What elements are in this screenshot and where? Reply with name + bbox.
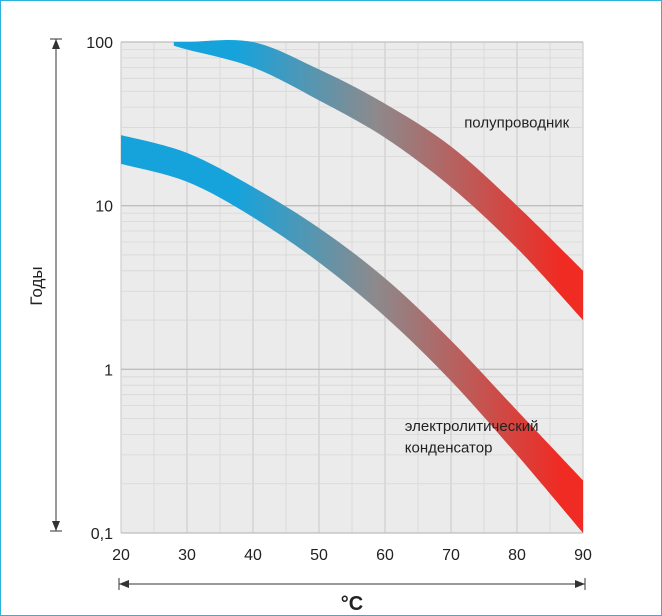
y-tick-label: 100 — [86, 35, 113, 52]
x-tick-label: 90 — [574, 547, 592, 564]
y-axis-arrow-head-bottom — [52, 521, 60, 531]
y-tick-labels: 0,1 1 10 100 — [86, 35, 113, 543]
y-tick-label: 0,1 — [91, 526, 113, 543]
y-tick-label: 1 — [104, 362, 113, 379]
x-tick-label: 70 — [442, 547, 460, 564]
x-tick-label: 40 — [244, 547, 262, 564]
x-tick-label: 20 — [112, 547, 130, 564]
x-axis-unit: °C — [341, 593, 363, 615]
y-axis-arrow-head-top — [52, 39, 60, 49]
x-tick-label: 50 — [310, 547, 328, 564]
x-tick-labels: 20 30 40 50 60 70 80 90 — [112, 547, 592, 564]
annotation-label: полупроводник — [464, 115, 569, 132]
x-axis-arrow-head-left — [119, 580, 129, 588]
data-bands — [121, 39, 584, 533]
x-tick-label: 30 — [178, 547, 196, 564]
annotation-label: конденсатор — [405, 440, 493, 457]
annotation-label: электролитический — [405, 418, 539, 435]
x-tick-label: 60 — [376, 547, 394, 564]
y-tick-label: 10 — [95, 199, 113, 216]
annotations: полупроводник электролитический конденсато… — [405, 115, 570, 457]
x-axis-arrow-head-right — [575, 580, 585, 588]
band-electrolytic-capacitor — [121, 135, 583, 533]
y-axis-title: Годы — [27, 266, 46, 305]
x-tick-label: 80 — [508, 547, 526, 564]
